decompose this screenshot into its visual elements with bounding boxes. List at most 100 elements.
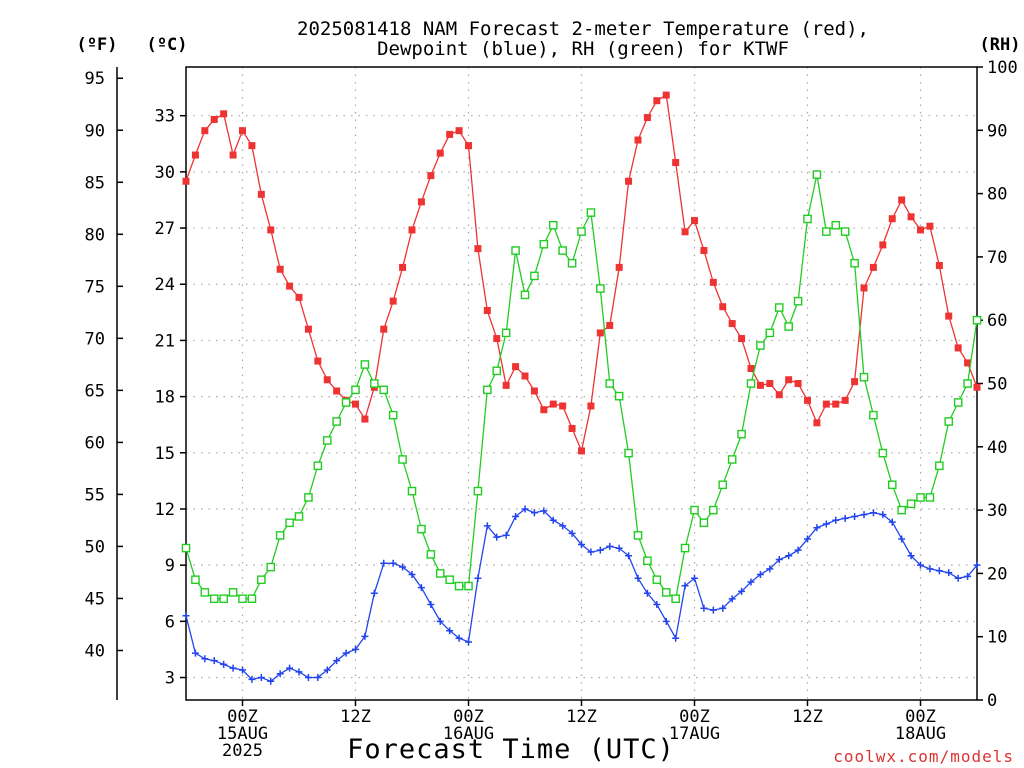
data-point-rh [200,588,210,597]
data-point-dewpoint [879,511,887,519]
data-point-dewpoint [738,587,746,595]
data-point-dewpoint [370,589,378,597]
data-point-temperature [436,149,444,157]
data-point-dewpoint [869,509,877,517]
data-point-rh [388,410,398,420]
data-point-temperature [239,127,246,135]
data-point-dewpoint [549,516,557,524]
series-temperature [182,91,981,455]
data-point-dewpoint [521,505,529,513]
data-point-temperature [841,396,849,404]
fahrenheit-unit-label: (ºF) [77,35,118,55]
data-point-dewpoint [606,542,614,550]
data-point-dewpoint [785,552,793,560]
time-tick-label: 12Z [340,707,371,727]
series-line-dewpoint [185,508,978,683]
data-point-temperature [210,115,218,123]
data-point-temperature [276,265,284,273]
data-point-temperature [465,142,472,150]
data-point-temperature [587,402,595,410]
data-point-dewpoint [766,565,774,573]
data-point-temperature [869,263,877,271]
data-point-dewpoint [662,617,670,625]
data-point-temperature [549,400,557,408]
celsius-tick-label: 6 [165,612,175,632]
time-tick-label: 16AUG [443,724,494,744]
rh-tick-label: 40 [987,438,1007,458]
data-point-temperature [907,213,915,221]
data-point-dewpoint [248,675,256,683]
data-point-rh [209,594,219,604]
data-point-dewpoint [898,535,906,543]
title-line-1: 2025081418 NAM Forecast 2-meter Temperat… [297,18,869,40]
rh-tick-label: 80 [987,185,1007,205]
credit-text: coolwx.com/models [833,747,1014,766]
data-point-temperature [738,335,746,343]
rh-tick-label: 90 [987,121,1007,141]
data-point-temperature [926,222,934,230]
data-point-dewpoint [700,604,708,612]
data-point-temperature [851,378,859,386]
time-tick-label: 00Z [905,707,936,727]
data-point-temperature [201,127,209,135]
celsius-tick-label: 12 [155,500,175,520]
data-point-dewpoint [182,612,190,620]
data-point-dewpoint [493,533,501,541]
data-point-rh [454,581,464,591]
data-point-rh [963,379,972,388]
data-point-rh [840,227,850,236]
data-point-dewpoint [851,512,859,520]
data-point-temperature [446,130,454,138]
time-tick-label: 00Z [227,707,258,727]
data-point-rh [746,379,756,388]
series-layer [181,91,982,685]
data-point-rh [370,379,379,388]
data-point-temperature [304,325,312,333]
celsius-tick-label: 24 [155,275,175,295]
data-point-rh [944,417,954,426]
data-point-rh [379,385,389,395]
data-point-rh [972,315,982,325]
data-point-dewpoint [832,516,840,524]
data-point-dewpoint [926,565,934,573]
data-point-rh [831,220,841,230]
data-point-rh [530,271,539,281]
rh-tick-label: 60 [987,311,1007,331]
data-point-dewpoint [841,514,849,522]
data-point-temperature [352,400,359,408]
data-point-dewpoint [342,649,350,657]
fahrenheit-tick-label: 65 [85,381,105,401]
celsius-tick-label: 27 [155,219,175,239]
data-point-rh [925,493,935,502]
data-point-dewpoint [333,657,341,665]
data-point-temperature [756,381,764,389]
data-point-rh [859,372,869,382]
data-point-temperature [700,247,708,255]
data-point-rh [238,594,247,604]
data-point-rh [275,531,285,540]
fahrenheit-tick-label: 90 [85,121,105,141]
data-point-dewpoint [917,561,924,569]
fahrenheit-tick-label: 40 [85,641,105,661]
data-point-temperature [672,159,680,167]
data-point-dewpoint [352,645,359,653]
data-point-temperature [530,387,538,395]
celsius-tick-label: 18 [155,388,175,408]
time-tick-label: 00Z [679,707,710,727]
rh-unit-label: (RH) [980,35,1021,55]
fahrenheit-tick-label: 55 [85,485,105,505]
data-point-dewpoint [276,670,284,678]
data-point-rh [464,581,473,591]
data-point-temperature [502,381,510,389]
x-axis-title: Forecast Time (UTC) [347,734,675,765]
data-point-temperature [917,226,924,234]
data-point-dewpoint [512,512,520,520]
data-point-dewpoint [945,569,953,577]
data-point-dewpoint [210,657,218,665]
data-point-dewpoint [427,600,435,608]
celsius-unit-label: (ºC) [147,35,188,55]
data-point-dewpoint [286,664,294,672]
data-point-rh [313,461,323,471]
data-point-rh [360,360,370,369]
data-point-temperature [389,297,397,305]
